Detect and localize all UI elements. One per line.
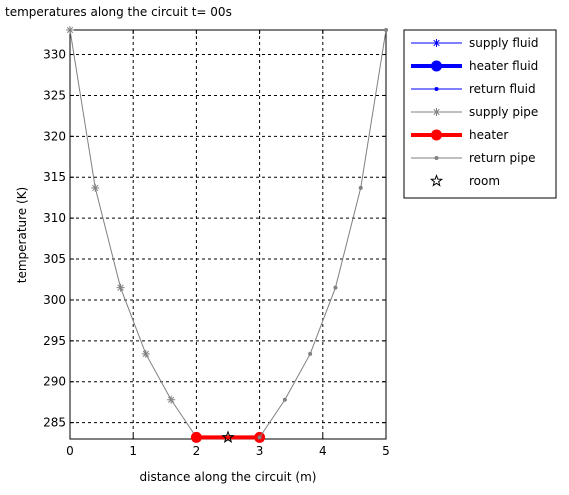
series-line-return-pipe (259, 29, 387, 438)
data-point-return-pipe (282, 397, 287, 402)
data-point-heater (190, 431, 202, 443)
legend-marker-return-pipe (434, 156, 439, 160)
data-point-supply-pipe (91, 183, 100, 192)
marker-stroke (142, 350, 149, 358)
legend-label-supply-fluid: supply fluid (469, 36, 538, 50)
data-point-return-pipe (257, 435, 262, 440)
legend-label-heater-fluid: heater fluid (469, 59, 538, 73)
data-point-supply-pipe (116, 283, 125, 292)
y-tick-label: 325 (43, 88, 66, 102)
series-group (66, 26, 388, 443)
x-tick-label: 3 (256, 444, 264, 458)
legend-marker-heater-fluid (431, 60, 442, 72)
marker-stroke (92, 184, 99, 192)
y-tick-label: 300 (43, 293, 66, 307)
marker-stroke (433, 108, 440, 116)
y-tick-label: 295 (43, 334, 66, 348)
legend-label-heater: heater (469, 128, 508, 142)
y-axis-label: temperature (K) (15, 187, 29, 283)
data-point-supply-pipe (167, 395, 176, 404)
series-line-supply-pipe (69, 29, 197, 438)
data-point-return-pipe (358, 185, 363, 190)
legend-marker-supply-pipe (432, 108, 441, 116)
legend-marker-heater (431, 129, 442, 141)
legend-marker-return-fluid (434, 87, 439, 91)
data-point-room (221, 430, 235, 443)
data-point-supply-pipe (141, 349, 150, 358)
y-tick-label: 290 (43, 375, 66, 389)
y-tick-label: 310 (43, 211, 66, 225)
y-tick-label: 305 (43, 252, 66, 266)
legend-marker-supply-fluid (432, 39, 441, 47)
x-tick-label: 1 (129, 444, 137, 458)
grid-lines (70, 30, 386, 439)
x-tick-label: 5 (382, 444, 390, 458)
data-point-supply-pipe (66, 26, 74, 34)
plot-area (69, 29, 387, 440)
legend-marker-room (429, 174, 444, 187)
legend-label-return-pipe: return pipe (469, 151, 535, 165)
marker-stroke (117, 284, 124, 291)
data-point-return-pipe (308, 351, 313, 356)
x-tick-label: 2 (193, 444, 201, 458)
y-tick-label: 285 (43, 416, 66, 430)
marker-stroke (433, 39, 440, 47)
x-axis-label: distance along the circuit (m) (140, 470, 317, 484)
legend-label-supply-pipe: supply pipe (469, 105, 538, 119)
legend-label-room: room (469, 174, 500, 188)
y-tick-label: 320 (43, 129, 66, 143)
y-tick-label: 330 (43, 48, 66, 62)
y-axis: 285 290 295 300 305 310 315 320 325 330 (43, 48, 386, 430)
data-point-return-pipe (333, 285, 338, 290)
x-axis: 0 1 2 3 4 5 (66, 30, 390, 458)
marker-stroke (167, 396, 175, 403)
chart-title: temperatures along the circuit t= 00s (5, 5, 232, 19)
legend-box (403, 29, 557, 199)
x-tick-label: 4 (319, 444, 327, 458)
x-tick-label: 0 (66, 444, 74, 458)
legend-label-return-fluid: return fluid (469, 82, 536, 96)
y-tick-label: 315 (43, 170, 66, 184)
marker-stroke (66, 26, 74, 34)
data-point-return-pipe (384, 28, 388, 32)
legend: supply fluid heater fluid return fluid supp… (403, 29, 557, 199)
